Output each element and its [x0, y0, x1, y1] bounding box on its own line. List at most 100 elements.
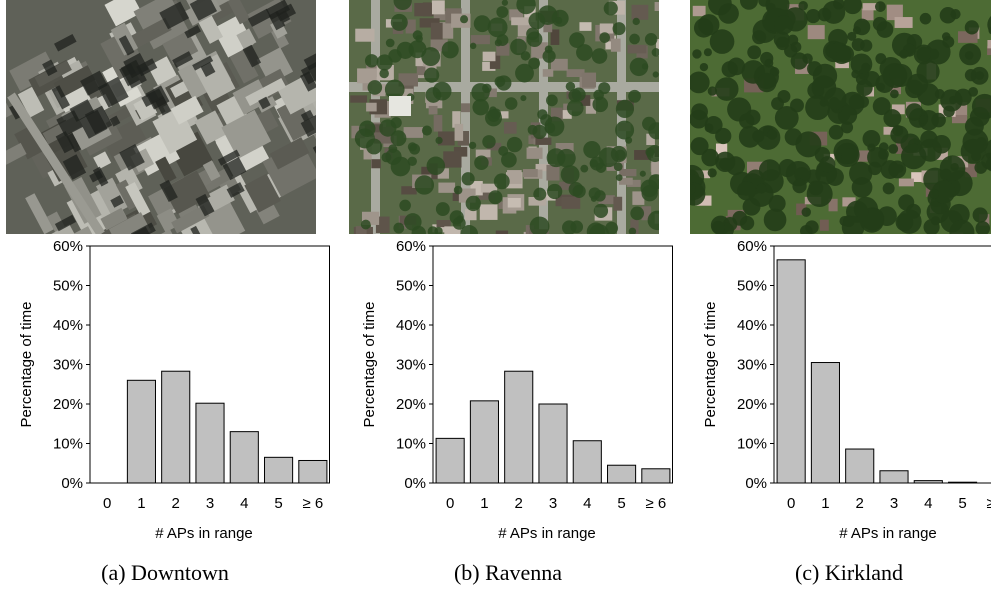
aerial-house — [627, 45, 646, 54]
aerial-house — [987, 40, 991, 48]
aerial-tree — [965, 20, 979, 34]
aerial-tree — [425, 87, 441, 103]
aerial-tree — [897, 209, 921, 233]
aerial-house — [543, 69, 554, 77]
x-tick-label: 0 — [446, 495, 454, 512]
aerial-tree — [386, 39, 395, 48]
aerial-tree — [955, 89, 972, 106]
aerial-house — [483, 52, 496, 62]
aerial-tree — [482, 135, 495, 148]
y-tick-label: 50% — [53, 278, 83, 295]
aerial-tree — [854, 19, 871, 36]
aerial-tree — [424, 68, 439, 83]
aerial-tree — [422, 126, 432, 136]
aerial-tree — [381, 152, 391, 162]
aerial-tree — [546, 95, 558, 107]
aerial-tree — [391, 14, 408, 31]
bar-chart-kirkland: 0%10%20%30%40%50%60%012345≥ 6# APs in ra… — [684, 238, 991, 558]
aerial-tree — [366, 138, 382, 154]
y-tick-label: 20% — [53, 396, 83, 413]
aerial-tree — [507, 137, 522, 152]
x-tick-label: 1 — [137, 495, 145, 512]
aerial-tree — [640, 171, 646, 177]
bar — [265, 457, 293, 483]
caption-downtown: (a) Downtown — [0, 560, 330, 586]
aerial-tree — [920, 13, 932, 25]
aerial-tree — [764, 209, 787, 232]
aerial-tree — [847, 32, 856, 41]
aerial-tree — [520, 95, 526, 101]
y-tick-label: 30% — [53, 357, 83, 374]
x-tick-label: 4 — [240, 495, 248, 512]
x-tick-label: 3 — [890, 495, 898, 512]
aerial-tree — [470, 43, 476, 49]
aerial-tree — [545, 45, 553, 53]
bar — [949, 482, 977, 483]
aerial-tree — [940, 155, 966, 181]
aerial-tree — [851, 70, 859, 78]
aerial-tree — [916, 60, 939, 83]
aerial-tree — [604, 1, 618, 15]
x-tick-label: 2 — [856, 495, 864, 512]
aerial-tree — [409, 40, 427, 58]
panel-downtown: 0% 10% 20% 30% 40% 50% 60% 0 1 2 3 4 5 ≥ 6 # APs in ra… — [0, 0, 310, 592]
aerial-house — [432, 0, 445, 14]
aerial-tree — [365, 54, 378, 67]
aerial-tree — [630, 206, 644, 220]
aerial-tree — [616, 174, 623, 181]
aerial-tree — [501, 152, 517, 168]
aerial-tree — [592, 48, 608, 64]
aerial-house — [434, 115, 443, 132]
caption-ravenna: (b) Ravenna — [343, 560, 673, 586]
aerial-tree — [561, 165, 580, 184]
aerial-tree — [929, 189, 939, 199]
aerial-tree — [935, 89, 945, 99]
aerial-house — [820, 220, 829, 231]
aerial-tree — [888, 161, 906, 179]
aerial-house — [693, 6, 706, 16]
aerial-photo-downtown — [6, 0, 316, 234]
y-tick-label: 40% — [396, 317, 426, 334]
aerial-tree — [708, 168, 717, 177]
aerial-house — [404, 127, 423, 138]
aerial-tree — [633, 18, 640, 25]
aerial-tree — [391, 157, 411, 177]
x-tick-label: 4 — [583, 495, 591, 512]
aerial-house — [461, 103, 470, 112]
aerial-tree — [496, 6, 508, 18]
aerial-tree — [629, 34, 640, 45]
x-tick-label: 2 — [515, 495, 523, 512]
aerial-tree — [759, 159, 781, 181]
aerial-tree — [593, 90, 604, 101]
aerial-tree — [961, 139, 986, 164]
y-tick-label: 20% — [737, 396, 767, 413]
aerial-tree — [547, 184, 562, 199]
x-tick-label: 1 — [821, 495, 829, 512]
aerial-tree — [975, 71, 984, 80]
aerial-photo-ravenna — [349, 0, 659, 234]
x-axis-label: # APs in range — [155, 525, 253, 542]
aerial-tree — [767, 129, 777, 139]
aerial-tree — [505, 97, 518, 110]
aerial-tree — [852, 177, 873, 198]
aerial-tree — [642, 185, 658, 201]
aerial-tree — [829, 125, 844, 140]
aerial-tree — [875, 53, 886, 64]
aerial-house — [562, 197, 581, 209]
y-tick-label: 30% — [737, 357, 767, 374]
aerial-tree — [409, 144, 420, 155]
aerial-house — [480, 204, 498, 220]
aerial-tree — [757, 73, 776, 92]
aerial-tree — [645, 147, 654, 156]
aerial-house — [655, 2, 659, 11]
aerial-tree — [591, 196, 597, 202]
aerial-tree — [692, 49, 701, 58]
aerial-tree — [613, 22, 626, 35]
aerial-tree — [899, 50, 908, 59]
aerial-tree — [792, 179, 806, 193]
x-axis-label: # APs in range — [839, 525, 937, 542]
bar — [880, 471, 908, 483]
y-tick-label: 10% — [53, 436, 83, 453]
aerial-photo-kirkland — [690, 0, 991, 234]
x-tick-label: ≥ 6 — [302, 495, 323, 512]
